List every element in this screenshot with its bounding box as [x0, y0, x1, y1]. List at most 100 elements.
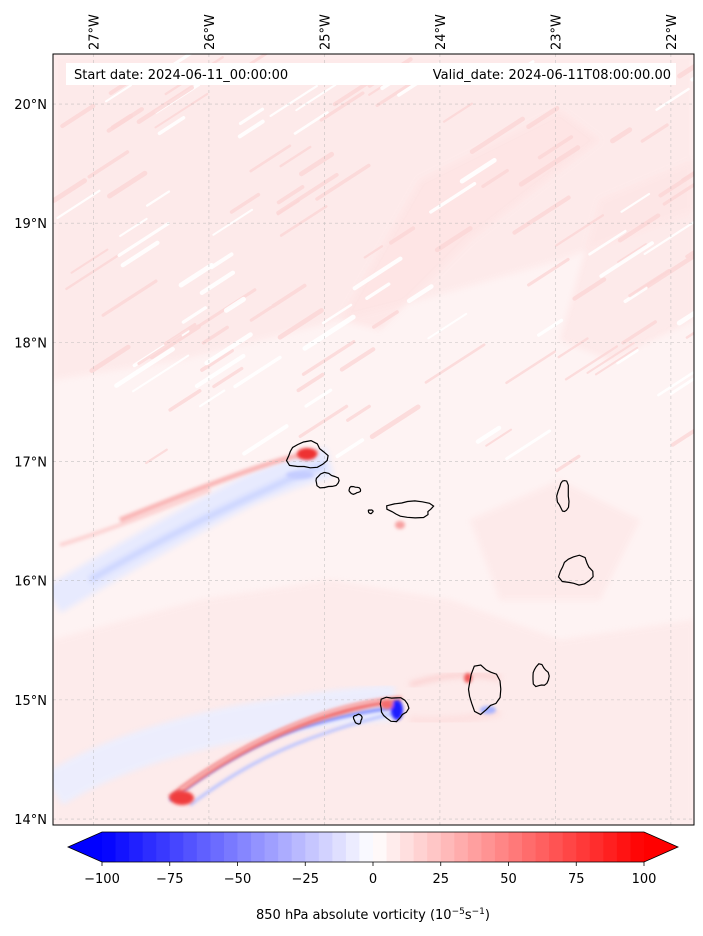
streak	[676, 310, 694, 326]
streak	[389, 226, 416, 245]
streak	[277, 308, 324, 340]
colorbar-tick-label: 100	[632, 872, 657, 887]
streak	[119, 217, 148, 238]
streak	[276, 185, 305, 205]
wake-south	[53, 672, 502, 807]
streak	[621, 320, 657, 345]
streak	[352, 256, 403, 291]
streak	[104, 84, 133, 103]
streak	[233, 355, 282, 389]
island-coastline	[532, 663, 550, 688]
streak	[526, 106, 560, 130]
streak	[181, 306, 208, 324]
streak	[588, 229, 627, 256]
colorbar-ticks: −100 −75 −50 −25 0 25 50 75 100	[84, 862, 656, 887]
longitude-labels: 27°W 26°W 25°W 24°W 23°W 22°W	[87, 14, 679, 50]
streak	[204, 332, 253, 366]
streak	[655, 87, 690, 111]
colorbar-step	[305, 832, 320, 862]
island-coastline	[352, 713, 363, 725]
streak	[537, 318, 564, 337]
colorbar-label: 850 hPa absolute vorticity (10−5s−1)	[256, 907, 490, 923]
streak	[610, 127, 633, 144]
streak	[537, 135, 574, 160]
colorbar-step	[616, 832, 632, 862]
island-coastline	[386, 500, 435, 519]
lat-tick-label: 18°N	[14, 336, 47, 351]
streak	[657, 371, 694, 397]
streak	[669, 377, 694, 395]
vorticity-features	[286, 448, 496, 720]
colorbar-step	[223, 832, 239, 862]
colorbar-step	[278, 832, 293, 862]
streak	[481, 168, 509, 188]
streak	[475, 425, 502, 444]
streak	[586, 341, 635, 374]
streak	[120, 240, 160, 268]
streak	[249, 144, 292, 173]
streak	[60, 103, 96, 129]
streak	[107, 170, 148, 199]
streak	[681, 170, 694, 182]
streak	[249, 305, 273, 322]
streak	[315, 163, 371, 201]
colorbar-extend-min	[68, 832, 102, 862]
island-coastline	[348, 485, 362, 495]
colorbar-step	[386, 832, 401, 862]
streak	[363, 245, 384, 259]
latitude-labels: 14°N 15°N 16°N 17°N 18°N 19°N 20°N	[14, 98, 47, 828]
streak	[617, 243, 648, 264]
streak	[555, 214, 605, 247]
streak	[304, 388, 333, 408]
colorbar-step	[549, 832, 564, 862]
streak	[279, 145, 312, 168]
colorbar-step	[291, 832, 306, 862]
streak	[321, 303, 353, 325]
island-coastline	[467, 664, 502, 716]
colorbar-step	[427, 832, 442, 862]
streak	[136, 85, 194, 124]
streak	[242, 424, 289, 456]
streak	[427, 312, 468, 340]
streak	[319, 91, 365, 122]
streak	[372, 310, 399, 329]
colorbar-step	[440, 832, 455, 862]
streak	[154, 92, 209, 129]
streak	[137, 334, 183, 365]
island-coastline	[285, 439, 329, 469]
lon-tick-label: 24°W	[434, 14, 449, 50]
lon-tick-label: 22°W	[665, 14, 680, 50]
colorbar-step	[576, 832, 591, 862]
streak	[295, 83, 337, 112]
streak	[237, 119, 265, 139]
colorbar-steps	[102, 832, 645, 862]
streak	[199, 270, 236, 295]
start-date-label: Start date: 2024-06-11_00:00:00	[74, 68, 288, 83]
streak	[572, 277, 607, 301]
streak	[178, 262, 214, 288]
streak	[238, 107, 265, 126]
streak	[685, 331, 694, 339]
lat-tick-label: 19°N	[14, 217, 47, 232]
colorbar-tick-label: −100	[84, 872, 120, 887]
island-coastline	[315, 471, 340, 489]
streak	[276, 172, 339, 215]
lat-tick-label: 17°N	[14, 456, 47, 471]
colorbar-tick-label: 25	[432, 872, 449, 887]
colorbar-step	[454, 832, 469, 862]
streak	[442, 102, 473, 123]
colorbar-extend-max	[644, 832, 678, 862]
streak	[163, 322, 197, 346]
colorbar-step	[318, 832, 333, 862]
colorbar-step	[494, 832, 510, 862]
streak	[339, 347, 376, 372]
streak	[628, 268, 671, 298]
streak	[212, 208, 254, 236]
valid-date-label: Valid_date: 2024-06-11T08:00:00.00	[433, 68, 671, 83]
island-coastline	[367, 509, 374, 515]
colorbar-tick-label: −75	[156, 872, 183, 887]
island-coastline	[379, 696, 410, 723]
lon-tick-label: 23°W	[549, 14, 564, 50]
streak	[223, 296, 246, 313]
map-frame	[52, 53, 695, 826]
